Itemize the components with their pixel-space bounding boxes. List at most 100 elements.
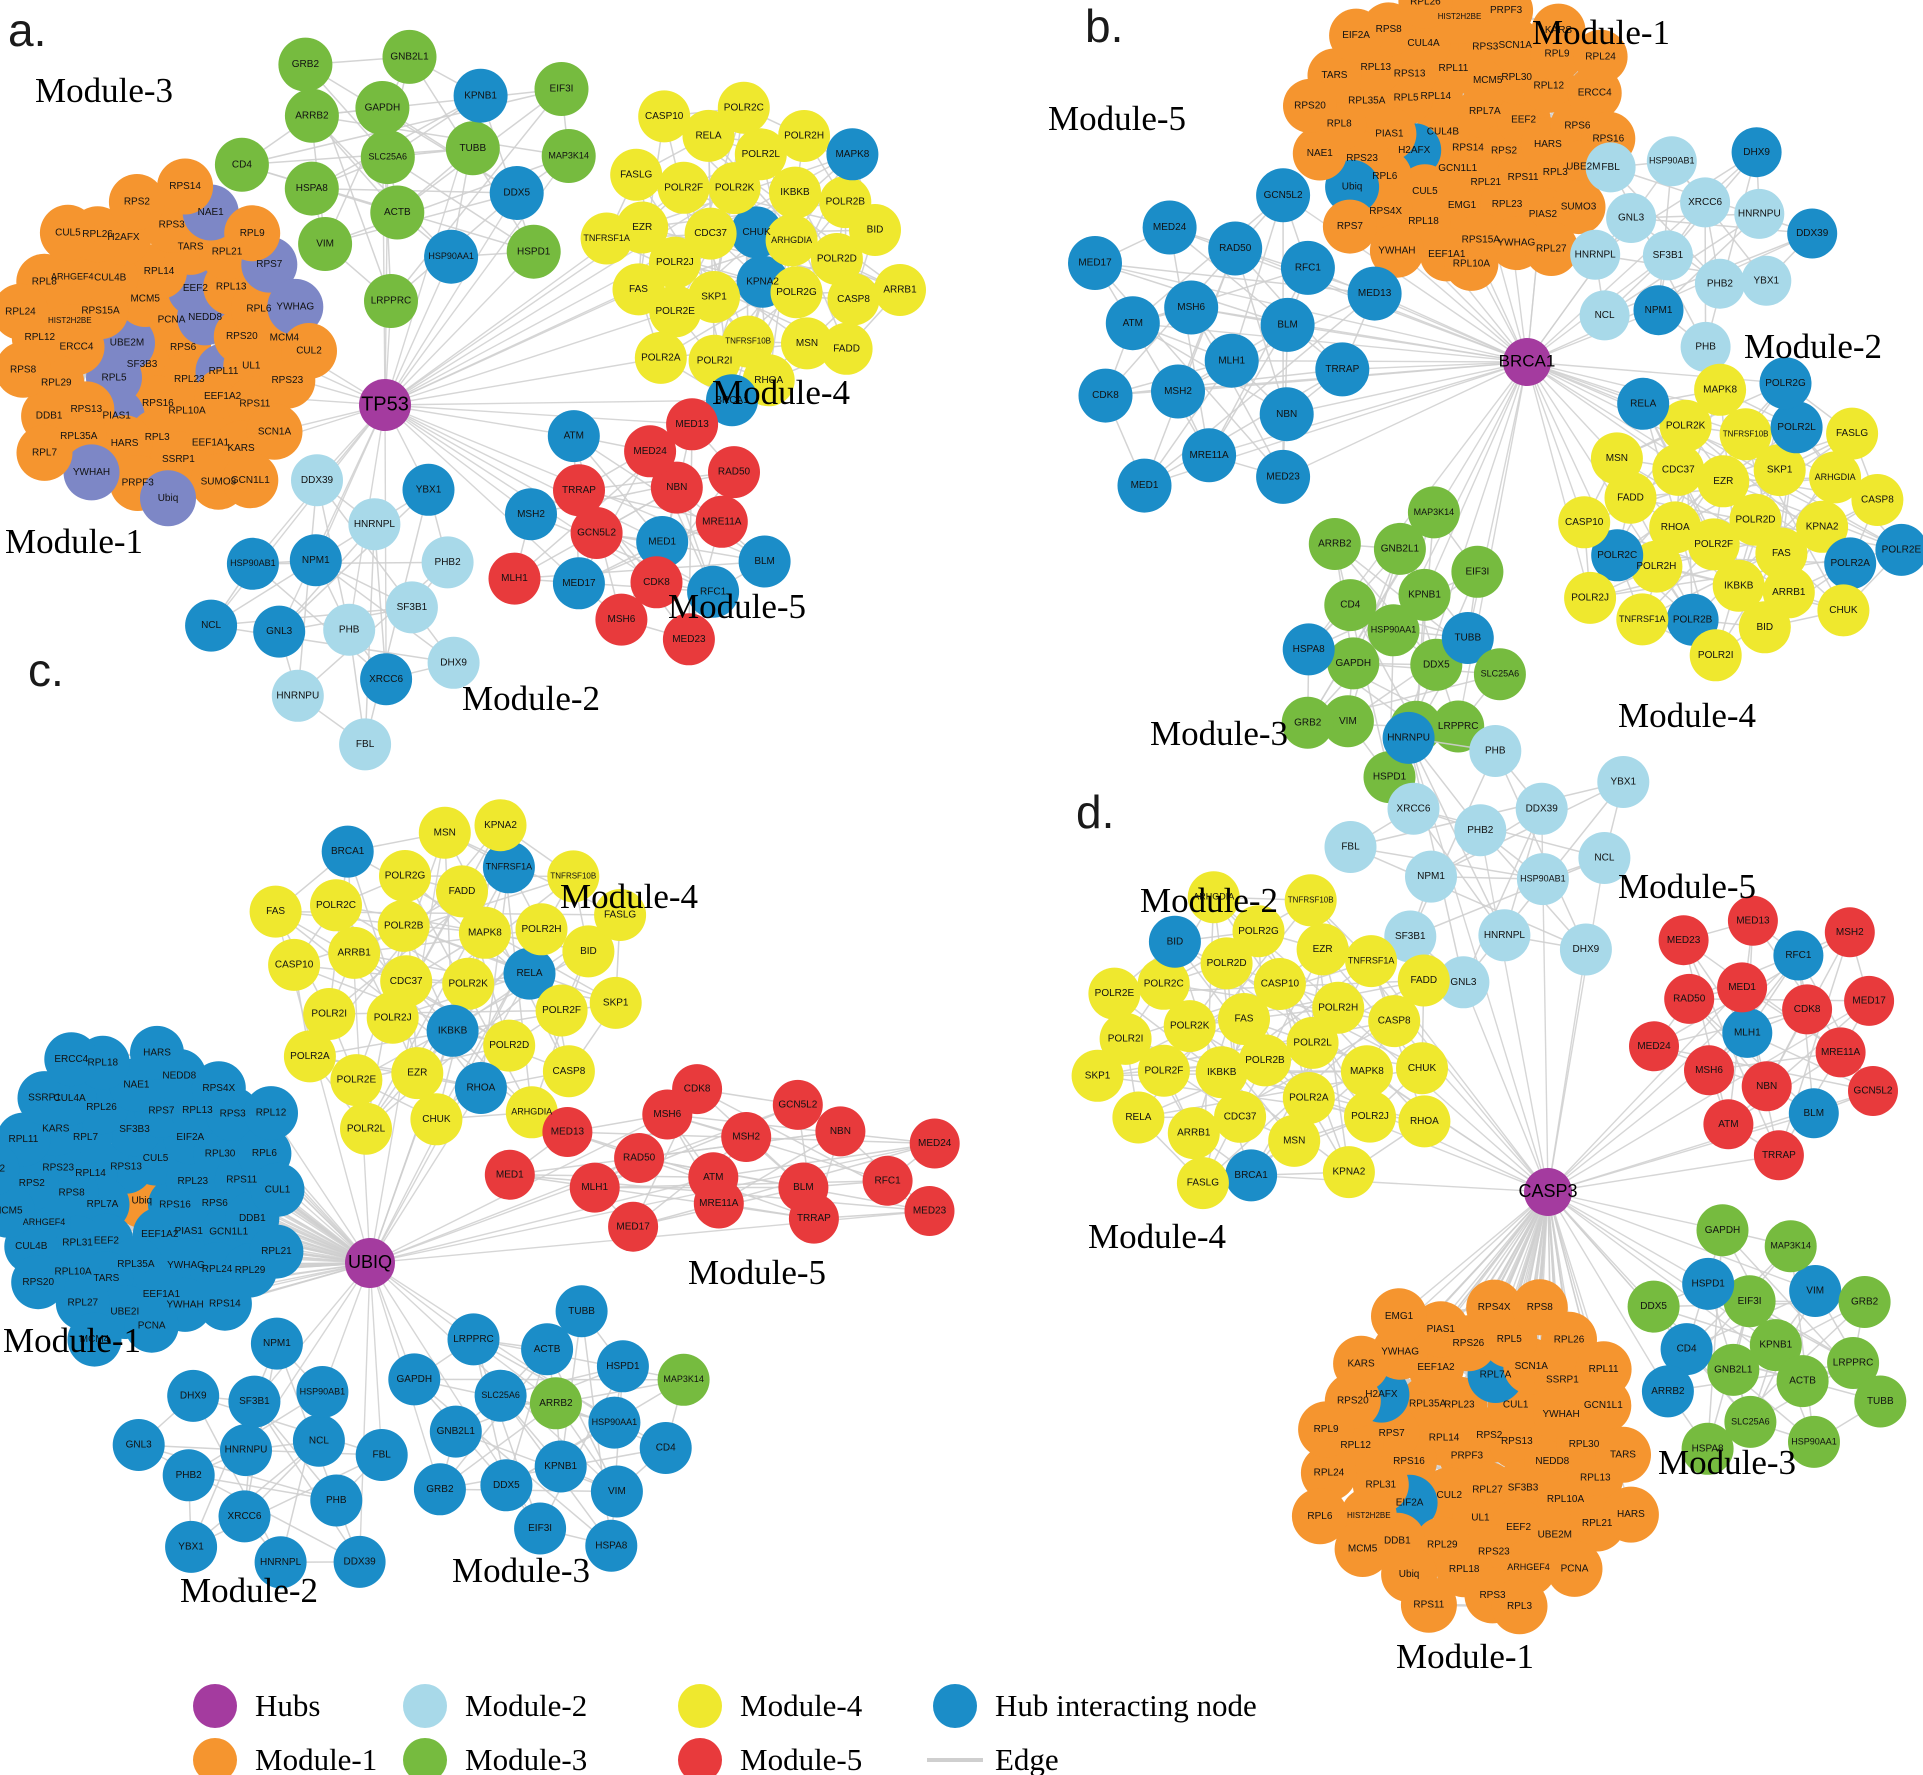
node-GRB2	[1838, 1276, 1891, 1328]
node-NBN	[815, 1106, 866, 1157]
node-RHOA	[1398, 1095, 1451, 1148]
edge	[1682, 940, 1730, 1125]
hub-edge	[1342, 361, 1528, 371]
node-MSH6	[1164, 280, 1219, 335]
module-label-a-Module-2: Module-2	[462, 679, 600, 718]
node-MED1	[1717, 962, 1768, 1013]
node-RPL3	[1491, 1578, 1548, 1635]
edge	[1631, 217, 1813, 235]
node-GNB2L1	[382, 29, 437, 84]
node-RPL24	[0, 283, 49, 340]
node-KPNB1	[1749, 1319, 1802, 1372]
node-MED13	[1347, 266, 1402, 321]
node-PHB2	[1454, 804, 1507, 857]
node-POLR2D	[1200, 937, 1253, 990]
panel-b: RPS14CUL4BRPL7AGCN1L1RPL14RPS2H2AFXMCM5R…	[1048, 0, 1923, 804]
node-CASP8	[1368, 995, 1421, 1048]
node-POLR2I	[303, 988, 356, 1040]
edge	[1797, 955, 1815, 1114]
node-XRCC6	[218, 1490, 271, 1543]
node-MRE11A	[1815, 1027, 1866, 1078]
node-EIF3I	[1723, 1275, 1776, 1328]
edge	[509, 1130, 841, 1176]
node-SSRP1	[17, 1071, 72, 1126]
node-DHX9	[167, 1369, 220, 1422]
node-RELA	[682, 109, 735, 162]
hub-node-TP53	[359, 379, 411, 431]
node-KPNA2	[1796, 500, 1849, 553]
node-POLR2A	[1824, 537, 1877, 590]
node-YWHAH	[1369, 223, 1424, 278]
hub-edge	[369, 1262, 383, 1456]
hub-edge	[1231, 360, 1528, 363]
node-DDX5	[480, 1459, 533, 1512]
node-RPS14	[157, 158, 214, 215]
node-MSN	[781, 317, 833, 370]
node-CUL2	[0, 1143, 20, 1195]
node-DDX5	[1627, 1280, 1680, 1333]
node-CUL5	[39, 204, 96, 261]
node-DHX9	[1559, 923, 1612, 976]
node-CASP8	[1851, 474, 1904, 526]
node-NCL	[1579, 290, 1630, 341]
module-label-b-Module-3: Module-3	[1150, 714, 1288, 753]
hub-edge	[369, 1176, 714, 1264]
edge	[278, 489, 430, 633]
node-HSPD1	[1682, 1257, 1735, 1310]
node-CASP10	[1253, 958, 1306, 1010]
node-MCM5	[0, 1183, 35, 1238]
node-HSPD1	[596, 1340, 649, 1393]
node-POLR2C	[310, 879, 362, 932]
node-IKBKB	[426, 1004, 479, 1057]
edge	[1144, 368, 1343, 487]
node-ARRB1	[874, 264, 926, 316]
node-VIM	[1789, 1265, 1842, 1317]
module-label-d-Module-1: Module-1	[1396, 1637, 1534, 1676]
node-CASP8	[827, 273, 880, 326]
node-HNRNPU	[271, 669, 324, 722]
edge	[1143, 248, 1236, 486]
edge	[509, 1174, 815, 1220]
node-GRB2	[1281, 696, 1334, 749]
node-FASLG	[1176, 1157, 1229, 1210]
legend-label-module-1: Module-1	[255, 1742, 377, 1775]
panel-c-nodes	[0, 799, 960, 1589]
node-HNRNPL	[1478, 909, 1531, 962]
node-GAPDH	[1327, 637, 1380, 690]
node-FBL	[1324, 821, 1377, 873]
legend-swatch-module-3-icon	[403, 1738, 447, 1775]
node-MAP3K14	[657, 1353, 710, 1406]
node-RPS14	[197, 1276, 252, 1331]
node-RPS2	[108, 174, 165, 230]
node-NAE1	[1292, 126, 1347, 181]
node-HNRNPU	[220, 1424, 272, 1477]
node-Ubiq	[140, 470, 196, 527]
hub-edge	[384, 399, 733, 406]
hub-edge	[384, 256, 452, 406]
module-label-b-Module-1: Module-1	[1532, 13, 1670, 52]
hub-edge	[1398, 1191, 1549, 1317]
node-PHB	[310, 1474, 363, 1527]
node-POLR2L	[1770, 401, 1823, 454]
node-LRPPRC	[447, 1313, 500, 1366]
panel-a: RPS6SF3B3PCNARPL23UBE2MNEDD8RPS16MCM5RPL…	[0, 4, 926, 771]
node-RPL12	[244, 1086, 298, 1141]
node-MED24	[1629, 1021, 1679, 1072]
hub-edge	[1547, 1191, 1669, 1392]
node-HNRNPU	[1734, 188, 1785, 239]
edge	[1494, 750, 1587, 950]
hub-node-CASP3	[1524, 1168, 1572, 1216]
node-RPL6	[1291, 1488, 1348, 1545]
node-POLR2G	[1759, 357, 1812, 410]
node-RPL24	[1573, 29, 1628, 84]
node-KPNB1	[534, 1440, 587, 1493]
hub-edge	[369, 832, 446, 1264]
node-GCN5L2	[1256, 168, 1311, 223]
module-label-c-Module-5: Module-5	[688, 1253, 826, 1292]
node-RPL9	[1298, 1401, 1355, 1458]
node-HSPA8	[1681, 1422, 1734, 1475]
legend-label-module-5: Module-5	[740, 1742, 862, 1775]
node-NPM1	[1633, 285, 1684, 336]
legend-label-module-3: Module-3	[465, 1742, 587, 1775]
node-NPM1	[250, 1317, 303, 1370]
